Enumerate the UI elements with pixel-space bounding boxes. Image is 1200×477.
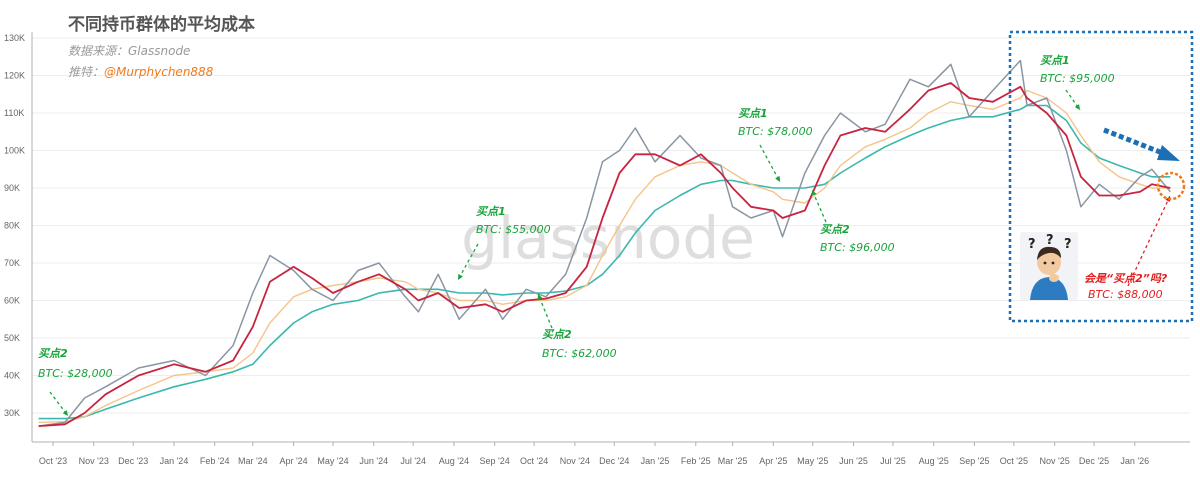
annotation-label: 买点1 (1040, 54, 1070, 67)
svg-text:?: ? (1046, 233, 1054, 248)
x-tick-label: Aug '24 (439, 456, 469, 466)
x-tick-label: Nov '24 (560, 456, 590, 466)
x-tick-label: Feb '25 (681, 456, 711, 466)
annotation-price: BTC: $95,000 (1040, 72, 1115, 85)
x-tick-label: Dec '24 (599, 456, 629, 466)
annotation-label: 买点2 (38, 347, 68, 360)
x-tick-label: Mar '24 (238, 456, 268, 466)
annotation-label: 买点1 (738, 107, 768, 120)
x-tick-label: Jan '25 (641, 456, 670, 466)
y-tick-label: 80K (4, 221, 20, 231)
x-tick-label: Sep '25 (959, 456, 989, 466)
x-tick-label: Sep '24 (480, 456, 510, 466)
annotation-arrowhead (62, 410, 68, 416)
y-tick-label: 90K (4, 183, 20, 193)
y-tick-label: 50K (4, 333, 20, 343)
x-tick-label: Dec '25 (1079, 456, 1109, 466)
annotation-arrow (1127, 195, 1171, 287)
chart-title: 不同持币群体的平均成本 (68, 15, 255, 35)
annotation-arrow (759, 144, 781, 183)
x-tick-label: Nov '23 (79, 456, 109, 466)
x-tick-label: May '25 (797, 456, 828, 466)
annotation-arrowhead (537, 294, 543, 300)
x-axis: Oct '23 Nov '23 Dec '23 Jan '24 Feb '24 Mar '… (32, 441, 1190, 466)
x-tick-label: Apr '25 (759, 456, 787, 466)
x-tick-label: Feb '24 (200, 456, 230, 466)
trend-arrowhead (1157, 145, 1180, 161)
x-tick-label: Oct '23 (39, 456, 67, 466)
x-tick-label: Jan '26 (1120, 456, 1149, 466)
annotation-arrow (537, 293, 553, 329)
series-line-red (38, 82, 1171, 427)
annotation-arrowhead (1074, 104, 1080, 110)
annotations: 买点2 BTC: $28,000 买点1 BTC: $55,000 买点2 BTC: $6… (38, 54, 1186, 417)
highlight-box (1008, 30, 1194, 323)
series-line-price (38, 59, 1171, 427)
y-tick-label: 120K (4, 71, 25, 81)
annotation-label: 买点1 (476, 205, 506, 218)
y-tick-label: 100K (4, 146, 25, 156)
y-tick-label: 130K (4, 33, 25, 43)
annotation-label: 会是“买点2”吗? (1084, 272, 1168, 285)
x-tick-label: Dec '23 (118, 456, 148, 466)
y-axis: 30K 40K 50K 60K 70K 80K 90K 100K 110K 120K 130K (4, 32, 33, 442)
series-layer (38, 59, 1171, 427)
series-line-teal (38, 104, 1171, 420)
x-tick-label: Jun '24 (359, 456, 388, 466)
twitter-credit: 推特：@Murphychen888 (68, 63, 213, 80)
y-tick-label: 40K (4, 371, 20, 381)
y-tick-label: 60K (4, 296, 20, 306)
x-tick-label: Jun '25 (839, 456, 868, 466)
data-source: 数据来源：Glassnode (68, 44, 191, 58)
annotation-price: BTC: $88,000 (1088, 288, 1163, 301)
svg-text:?: ? (1028, 237, 1036, 252)
x-tick-label: Jul '25 (880, 456, 906, 466)
trend-arrow (1103, 127, 1166, 157)
x-tick-label: Jul '24 (400, 456, 426, 466)
annotation-price: BTC: $78,000 (738, 125, 813, 138)
annotation-price: BTC: $55,000 (476, 223, 551, 236)
x-tick-label: Oct '25 (1000, 456, 1028, 466)
twitter-handle[interactable]: @Murphychen888 (104, 65, 214, 79)
annotation-arrowhead (811, 190, 817, 196)
x-tick-label: Oct '24 (520, 456, 548, 466)
y-tick-label: 110K (4, 108, 24, 118)
y-tick-label: 30K (4, 408, 20, 418)
x-tick-label: Nov '25 (1039, 456, 1069, 466)
grid-lines (32, 37, 1190, 414)
annotation-arrowhead (458, 274, 463, 280)
annotation-arrow (457, 243, 479, 281)
x-tick-label: Mar '25 (718, 456, 748, 466)
x-tick-label: Jan '24 (160, 456, 189, 466)
annotation-price: BTC: $28,000 (38, 367, 113, 380)
x-tick-label: Aug '25 (919, 456, 949, 466)
annotation-arrowhead (775, 176, 780, 182)
annotation-arrowhead (1165, 196, 1171, 202)
svg-text:?: ? (1064, 237, 1072, 252)
watermark: glassnode (461, 204, 755, 272)
series-line-orange (38, 89, 1171, 424)
y-tick-label: 70K (4, 258, 20, 268)
twitter-label: 推特： (68, 65, 105, 79)
thinking-person-icon: ? ? ? (1020, 232, 1078, 300)
annotation-label: 买点2 (542, 328, 572, 341)
x-tick-label: Apr '24 (279, 456, 307, 466)
annotation-label: 买点2 (820, 223, 850, 236)
annotation-price: BTC: $62,000 (542, 347, 617, 360)
highlight-circle (1156, 171, 1186, 201)
x-tick-label: May '24 (317, 456, 348, 466)
annotation-price: BTC: $96,000 (820, 241, 895, 254)
